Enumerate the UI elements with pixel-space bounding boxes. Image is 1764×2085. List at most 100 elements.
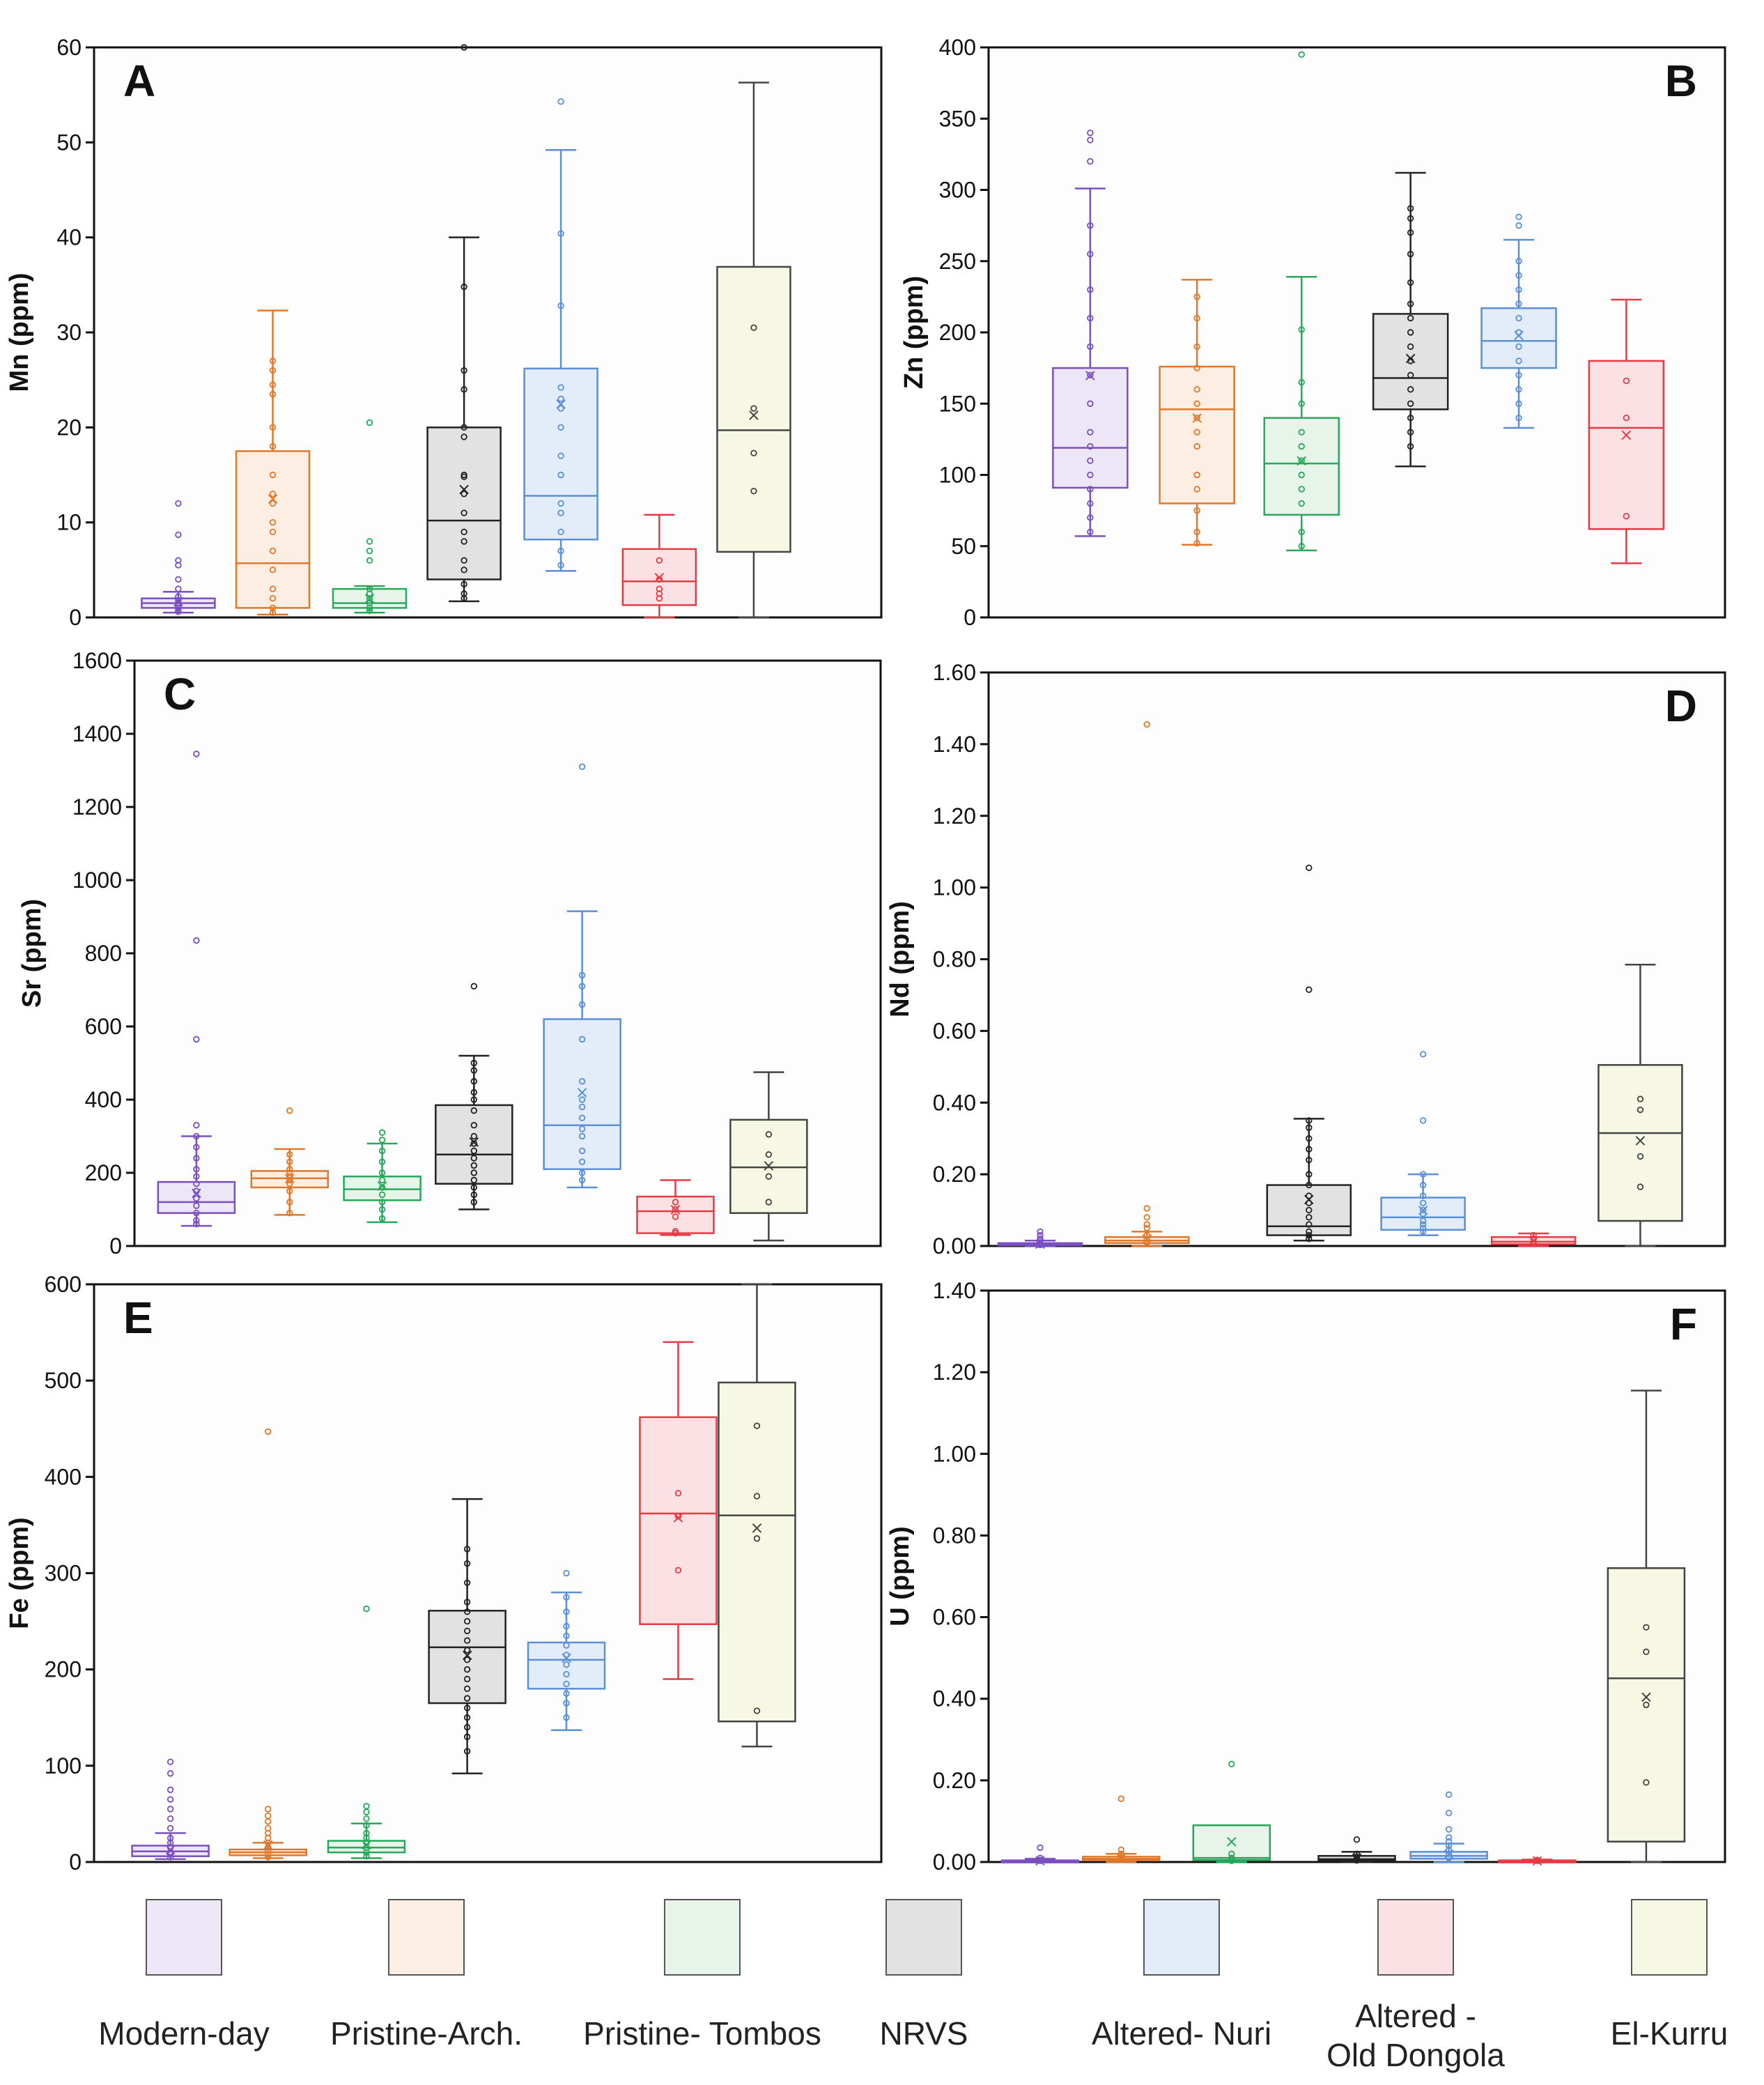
box-pristine-tombos: × [343,1129,421,1224]
y-tick-label: 1.40 [933,732,976,757]
data-point [269,500,277,507]
data-point [269,424,277,431]
data-point [557,528,564,535]
data-point [1193,364,1200,371]
data-point [286,1173,293,1180]
data-point [1445,1842,1453,1849]
data-point [672,1213,679,1220]
box-pristine-tombos: × [332,419,408,615]
box-pristine-arch: × [1104,721,1190,1249]
data-point [167,1806,174,1813]
data-point [269,609,277,616]
y-axis-label: Mn (ppm) [5,273,34,392]
data-point [674,1567,682,1574]
data-point [1530,1231,1537,1239]
data-point [461,367,467,374]
data-point [557,509,564,516]
data-point [1445,1826,1453,1833]
data-point [470,1088,478,1096]
data-point [463,1705,471,1711]
data-point [1419,1192,1427,1199]
data-point [1623,377,1630,385]
data-point [265,1854,272,1861]
box-altered-old-dongola: × [636,1179,715,1237]
data-point [269,518,277,526]
y-axis-label: Zn (ppm) [899,276,929,390]
data-point [672,1199,679,1206]
data-point [1143,1239,1150,1246]
data-point [1407,300,1414,307]
data-point [578,1132,586,1140]
data-point [378,1215,386,1222]
y-tick-label: 1.20 [933,1360,976,1385]
mean-marker: × [668,1200,682,1220]
data-point [1117,1852,1124,1859]
data-point [1298,543,1305,550]
data-point [378,1147,386,1155]
legend-swatch [146,1899,222,1976]
data-point [378,1206,386,1213]
data-point [1228,1857,1235,1864]
data-point [578,983,586,990]
data-point [557,471,564,479]
panel-letter: D [1665,681,1697,731]
y-axis-label: U (ppm) [885,1526,915,1626]
data-point [1515,386,1522,393]
data-point [193,751,200,757]
data-point [1193,443,1200,450]
data-point [463,1637,471,1644]
data-point [1306,1117,1313,1124]
data-point [557,395,564,403]
data-point [672,1206,679,1213]
data-point [578,1078,586,1085]
data-point [578,1114,586,1121]
y-tick-label: 20 [56,415,82,440]
legend-swatch [1143,1899,1220,1976]
data-point [461,538,467,545]
data-point [175,585,182,592]
y-tick-label: 0 [69,1849,82,1875]
data-point [1143,721,1150,728]
data-point [1353,1836,1361,1843]
data-point [363,1822,370,1829]
data-point [753,1493,761,1500]
mean-marker: × [1114,1848,1128,1868]
data-point [286,1158,293,1165]
data-point [470,1169,478,1176]
data-point [1037,1241,1044,1249]
data-point [578,1147,586,1155]
legend-label: Modern-day [38,2014,330,2053]
data-point [750,449,757,456]
data-point [1228,1760,1235,1768]
box-altered-old-dongola: × [1490,1231,1577,1250]
data-point [193,937,200,944]
box-pristine-tombos: × [327,1605,406,1860]
data-point [1419,1224,1427,1231]
data-point [193,1166,200,1173]
data-point [1515,415,1522,422]
panel-e: 0 100 200 300 400 500 600 Fe (ppm) E × × × × × × × [5,1272,883,1875]
data-point [461,528,467,535]
data-point [1533,1857,1541,1864]
data-point [578,1096,586,1103]
data-point [175,500,182,507]
mean-marker: × [554,394,568,413]
data-point [378,1184,386,1191]
data-point [563,1622,570,1630]
data-point [463,1599,471,1606]
data-point [1637,1095,1644,1102]
data-point [378,1158,386,1165]
data-point [463,1695,471,1702]
box-pristine-arch: × [229,1428,307,1861]
y-tick-label: 0.20 [933,1768,976,1793]
panel-letter: B [1665,56,1697,106]
box-altered-old-dongola: × [1498,1851,1577,1870]
data-point [463,1733,471,1741]
data-point [1530,1236,1537,1242]
data-point [1298,457,1305,464]
data-point [1445,1846,1453,1854]
data-point [167,1851,174,1858]
data-point [461,433,467,440]
data-point [563,1670,570,1678]
legend-label: Pristine-Arch. [280,2014,573,2053]
